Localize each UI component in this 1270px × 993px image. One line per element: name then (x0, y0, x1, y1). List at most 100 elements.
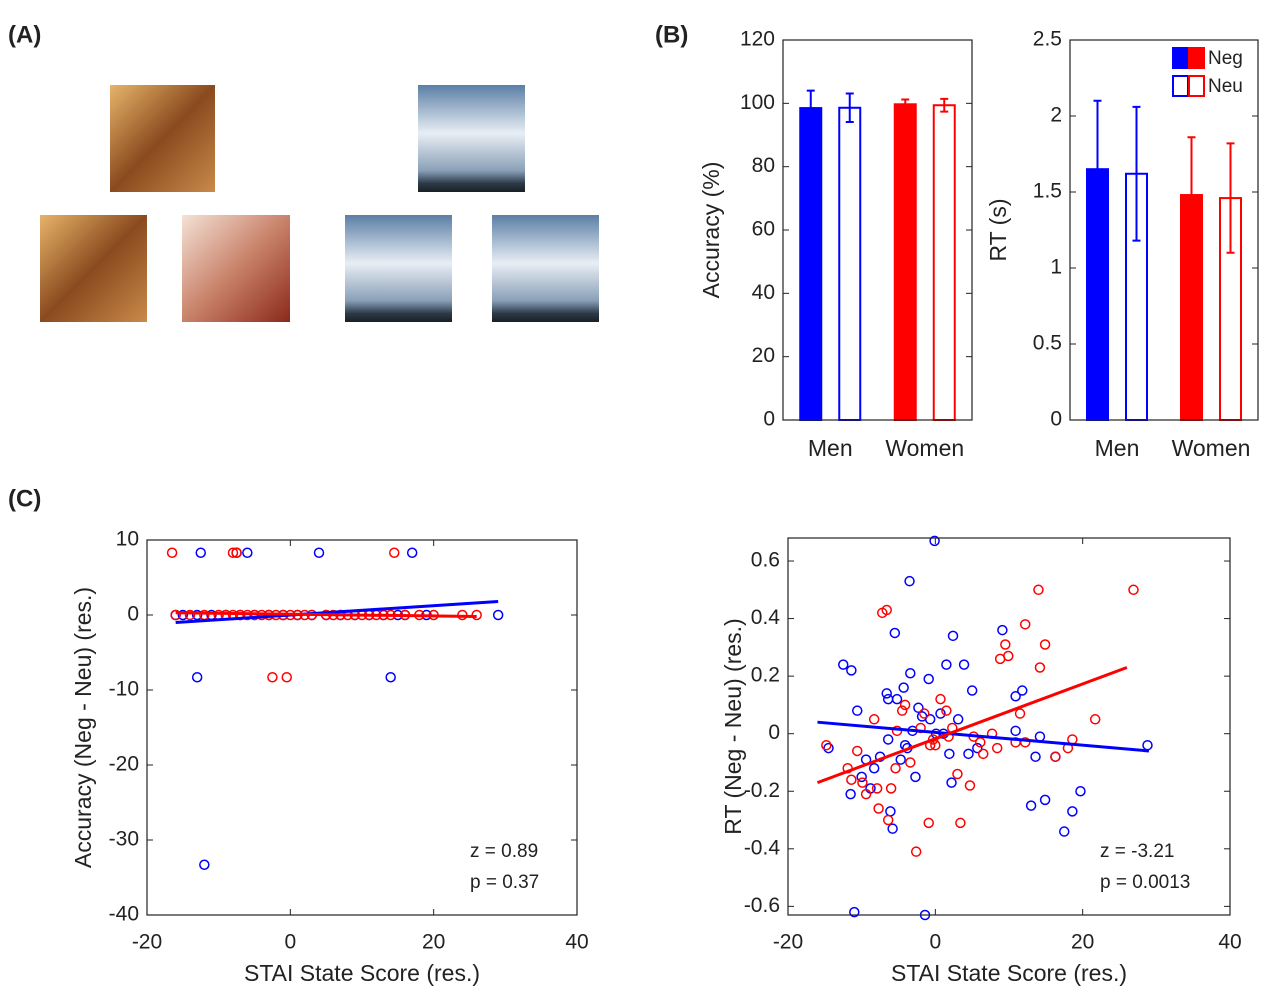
axes-box (782, 39, 973, 421)
scatter-point (1039, 639, 1051, 650)
stimulus-image (418, 85, 525, 192)
error-bar (1093, 99, 1102, 239)
y-tick-label: 2.5 (1033, 28, 1062, 51)
annotation: p = 0.0013 (1100, 872, 1190, 893)
x-tick-label: -20 (773, 931, 803, 954)
scatter-point (952, 768, 963, 780)
scatter-point (997, 624, 1008, 636)
x-tick-label: 40 (565, 931, 588, 954)
fit-line (817, 720, 1150, 753)
y-tick-label: 0.2 (751, 664, 780, 687)
scatter-point (177, 609, 189, 621)
x-tick-label: 0 (284, 931, 296, 954)
y-tick-label: 0 (1050, 408, 1062, 431)
panel-label: (C) (8, 485, 41, 512)
bar (932, 104, 956, 421)
scatter-point (1019, 737, 1031, 748)
y-tick-label: -30 (109, 828, 139, 851)
annotation: p = 0.37 (470, 872, 539, 893)
scatter-point (856, 771, 867, 783)
scatter-point (184, 609, 196, 621)
scatter-point (231, 547, 242, 558)
scatter-point (385, 672, 396, 683)
scatter-point (166, 547, 178, 558)
scatter-point (882, 693, 894, 705)
scatter-point (975, 737, 986, 748)
fit-line (175, 611, 477, 618)
scatter-point (977, 748, 989, 760)
scatter-point (1039, 794, 1051, 806)
scatter-point (944, 748, 955, 760)
y-tick-label: 80 (752, 154, 775, 177)
scatter-point (227, 547, 239, 558)
scatter-point (882, 734, 894, 745)
x-tick-label: 20 (1071, 931, 1094, 954)
scatter-point (887, 823, 898, 834)
y-tick-label: -20 (109, 753, 139, 776)
bar (893, 103, 917, 422)
scatter-point (930, 739, 941, 751)
legend-label: Neg (1208, 48, 1243, 69)
x-tick-label: Women (1172, 435, 1251, 461)
stimulus-image (110, 85, 215, 192)
legend-swatch (1188, 75, 1205, 97)
scatter-point (1089, 714, 1101, 725)
annotation: z = -3.21 (1100, 841, 1174, 862)
scatter-point (991, 742, 1003, 754)
scatter-point (1014, 708, 1026, 719)
x-tick-label: Men (808, 435, 853, 461)
stimulus-image (345, 215, 452, 322)
scatter-point (191, 609, 203, 621)
error-bar (1132, 105, 1141, 242)
scatter-point (929, 535, 940, 547)
scatter-point (871, 783, 883, 794)
y-tick-label: 1.5 (1033, 180, 1062, 203)
scatter-point (905, 668, 916, 679)
y-tick-label: -40 (109, 903, 139, 926)
scatter-point (1034, 662, 1046, 673)
bar (838, 106, 862, 422)
scatter-point (849, 906, 860, 918)
scatter-point (889, 627, 901, 639)
y-tick-label: 2 (1050, 104, 1062, 127)
scatter-point (955, 817, 966, 829)
scatter-point (1019, 619, 1031, 630)
y-tick-label: 0.6 (751, 549, 780, 572)
scatter-point (1003, 650, 1014, 662)
scatter-point (191, 672, 203, 683)
scatter-point (851, 705, 863, 716)
stimulus-image (40, 215, 147, 322)
y-tick-label: 10 (116, 528, 139, 551)
y-tick-label: 0 (768, 721, 780, 744)
x-tick-label: 40 (1218, 931, 1241, 954)
y-tick-label: 0 (763, 408, 775, 431)
scatter-point (885, 783, 897, 794)
legend-swatch (1188, 47, 1205, 69)
scatter-point (868, 714, 880, 725)
scatter-point (851, 745, 863, 757)
scatter-point (885, 806, 896, 817)
x-tick-label: Women (885, 435, 964, 461)
scatter-point (1030, 751, 1041, 762)
scatter-point (1000, 639, 1011, 650)
scatter-point (966, 685, 978, 696)
scatter-point (972, 742, 983, 754)
scatter-point (924, 714, 936, 725)
scatter-point (890, 762, 901, 774)
scatter-point (935, 693, 946, 705)
scatter-point (935, 708, 946, 719)
y-tick-label: -0.2 (744, 779, 780, 802)
scatter-point (1075, 786, 1086, 797)
error-bar (845, 92, 854, 124)
y-tick-label: -10 (109, 678, 139, 701)
scatter-point (1067, 806, 1078, 817)
scatter-point (846, 665, 857, 676)
scatter-point (857, 777, 868, 788)
error-bar (901, 98, 910, 111)
scatter-point (910, 771, 921, 783)
legend-swatch (1172, 47, 1189, 69)
scatter-point (1010, 691, 1021, 702)
scatter-point (860, 788, 872, 800)
scatter-point (492, 609, 504, 621)
